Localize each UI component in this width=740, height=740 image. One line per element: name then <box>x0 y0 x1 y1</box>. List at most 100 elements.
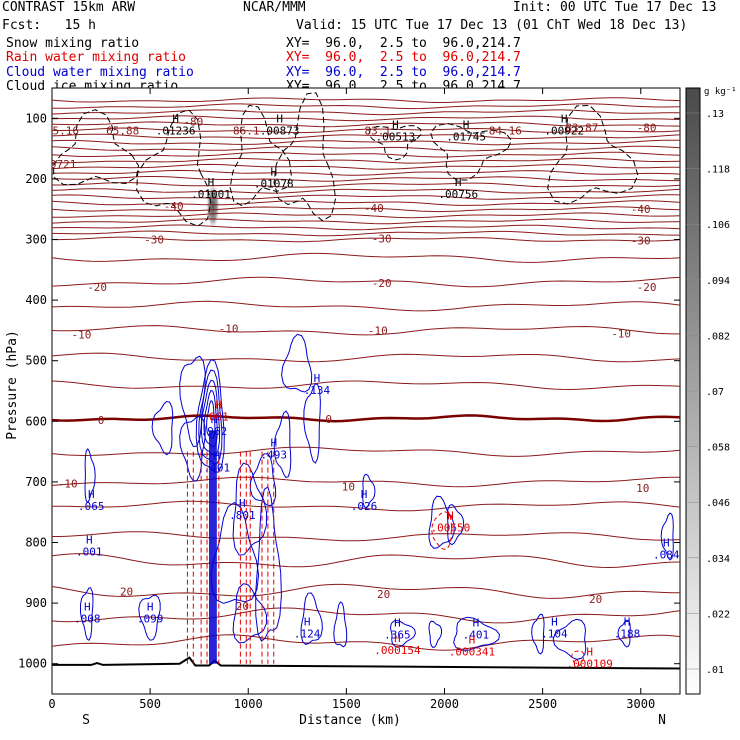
temperature-contour-label: -10 <box>611 327 631 340</box>
cloud-water-contour-ring <box>206 400 216 439</box>
cloud-water-contour <box>249 453 277 507</box>
y-tick-label: 600 <box>25 414 47 428</box>
max-marker: H <box>88 488 95 501</box>
field-name-snow: Snow mixing ratio <box>6 36 140 51</box>
temperature-contour-label: -20 <box>87 281 107 294</box>
min-value-label: .0721 <box>43 158 76 171</box>
colorbar-unit: g kg⁻¹ <box>704 87 737 97</box>
max-marker: H <box>561 112 568 125</box>
temperature-contour-label: -40 <box>631 203 651 216</box>
temperature-contour-label: -20 <box>637 281 657 294</box>
max-marker: H <box>663 537 670 550</box>
max-value-label: .01745 <box>446 130 486 143</box>
max-marker: H <box>463 118 470 131</box>
temperature-contour-label: 20 <box>236 600 249 613</box>
center-title: NCAR/MMM <box>243 0 306 15</box>
max-marker: H <box>455 176 462 189</box>
x-tick-label: 0 <box>48 697 55 711</box>
colorbar: .01 .022 .034 .046 .058 .07 .082 .094 .106 .118 .1… <box>685 87 737 695</box>
max-marker: H <box>586 646 593 659</box>
x-tick-label: 2500 <box>528 697 557 711</box>
max-value-label: .134 <box>304 384 331 397</box>
max-marker: H <box>361 488 368 501</box>
max-marker: H <box>304 615 311 628</box>
cloud-ice-contour <box>547 104 639 205</box>
cloud-water-contour <box>232 583 268 644</box>
max-marker: H <box>276 112 283 125</box>
cloud-water-contour <box>300 592 323 645</box>
y-tick-label: 100 <box>25 111 47 125</box>
max-value-label: .099 <box>137 612 164 625</box>
x-axis: 0 500 1000 1500 2000 2500 3000 <box>48 88 655 711</box>
temperature-contour-label: 10 <box>342 481 355 494</box>
colorbar-tick-label: .022 <box>706 609 730 620</box>
cloud-water-contour <box>428 495 455 549</box>
max-value-label: .065 <box>78 500 105 513</box>
x-axis-label: Distance (km) <box>299 713 401 728</box>
max-marker: H <box>86 534 93 547</box>
x-tick-label: 500 <box>139 697 161 711</box>
south-label: S <box>82 713 90 728</box>
cloud-water-contour <box>531 613 545 655</box>
temperature-contour <box>52 583 680 599</box>
cloud-water-contour <box>446 504 465 546</box>
temperature-contour <box>52 352 680 363</box>
temperature-contour <box>52 182 680 188</box>
cloud-water-contour <box>281 333 313 393</box>
north-label: N <box>658 713 666 728</box>
forecast-hour: Fcst: 15 h <box>2 18 96 33</box>
cloud-water-contour <box>660 512 674 561</box>
temperature-contour-label: -10 <box>58 478 78 491</box>
freezing-level-contour <box>52 414 680 423</box>
colorbar-tick-label: .13 <box>706 109 724 120</box>
temperature-contour <box>52 145 680 152</box>
rain-water-contour <box>431 511 453 550</box>
cloud-water-contour <box>80 587 94 641</box>
temperature-contour <box>52 188 680 194</box>
temperature-contour <box>52 276 680 288</box>
model-title: CONTRAST 15km ARW <box>2 0 136 15</box>
temperature-contour <box>52 236 680 243</box>
x-tick-label: 1000 <box>234 697 263 711</box>
temperature-contour-label: -30 <box>372 232 392 245</box>
temperature-contour <box>52 97 680 103</box>
max-value-label: .000154 <box>374 644 421 657</box>
min-value-label: 83.1 <box>365 124 392 137</box>
y-tick-label: 200 <box>25 172 47 186</box>
cloud-water-contour <box>151 400 174 456</box>
y-tick-label: 400 <box>25 293 47 307</box>
max-value-label: .000109 <box>567 658 613 671</box>
cloud-water-contour <box>179 355 206 448</box>
temperature-contour-label: -30 <box>144 234 164 247</box>
max-marker: H <box>394 632 401 645</box>
temperature-contour-label: 10 <box>636 482 649 495</box>
temperature-contour <box>52 252 680 263</box>
max-value-label: .801 <box>229 509 256 522</box>
max-value-label: .188 <box>614 627 641 640</box>
max-value-label: .104 <box>541 627 568 640</box>
max-value-label: .001 <box>76 546 103 559</box>
temperature-contour <box>52 127 680 134</box>
max-value-label: .124 <box>294 627 321 640</box>
temperature-contour <box>52 476 680 488</box>
max-marker: H <box>208 176 215 189</box>
max-value-label: .026 <box>351 500 378 513</box>
field-xy-cloudwater: XY= 96.0, 2.5 to 96.0,214.7 <box>286 65 521 80</box>
y-tick-label: 800 <box>25 536 47 550</box>
temperature-contour <box>52 157 680 164</box>
temperature-contour-label: 0 <box>325 413 332 426</box>
annotation-layer: -80 -80 -40 -40 -40 -30 -30 -30 -20 -20 -20 -10 -10 -… <box>43 112 680 671</box>
temperature-contour-label: 20 <box>377 588 390 601</box>
max-marker: H <box>216 398 223 411</box>
cloud-water-contour <box>232 462 268 556</box>
cloud-ice-contour <box>368 125 422 161</box>
max-marker: H <box>211 413 218 426</box>
cloud-water-core <box>209 430 217 664</box>
plot-frame <box>51 87 681 695</box>
max-marker: H <box>447 509 454 522</box>
temperature-contour <box>52 194 680 200</box>
temperature-contour-label: -80 <box>183 115 203 128</box>
max-value-label: .084 <box>653 549 680 562</box>
temperature-contour-label: 0 <box>98 414 105 427</box>
